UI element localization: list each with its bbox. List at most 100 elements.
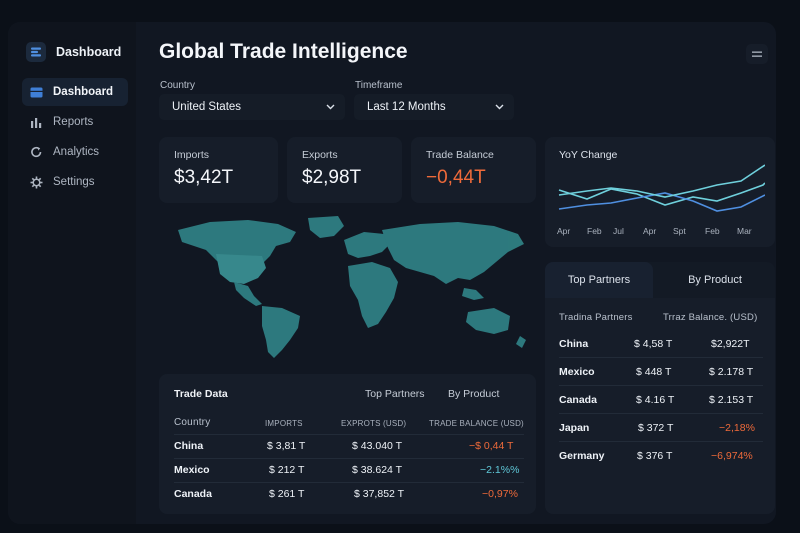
tab-by-product[interactable]: By Product xyxy=(688,274,742,286)
imports-label: Imports xyxy=(174,149,210,161)
table-divider xyxy=(559,441,763,442)
cell-imports: $ 261 T xyxy=(269,488,305,500)
refresh-icon xyxy=(31,146,42,158)
world-map[interactable] xyxy=(158,212,536,362)
sidebar-nav: Dashboard Reports Analytics Settings xyxy=(22,78,128,198)
exports-label: Exports xyxy=(302,149,338,161)
cell-imports: $ 212 T xyxy=(269,464,305,476)
exports-value: $2,98T xyxy=(302,167,362,188)
menu-button[interactable] xyxy=(746,44,768,64)
sidebar-item-analytics[interactable]: Analytics xyxy=(22,138,128,166)
country-select-value: United States xyxy=(172,101,242,113)
cell-balance: −2.1%% xyxy=(480,464,520,476)
yoy-series-line-blue xyxy=(558,192,765,212)
imports-value: $3,42T xyxy=(174,167,234,188)
sidebar: Dashboard Dashboard Reports Analytics Se… xyxy=(8,22,136,524)
exports-card: Exports $2,98T xyxy=(287,137,402,203)
gear-icon xyxy=(30,176,43,188)
sidebar-item-label: Reports xyxy=(53,116,94,128)
cell-country: Germany xyxy=(559,450,605,462)
cell-country: China xyxy=(559,338,589,350)
page-title: Global Trade Intelligence xyxy=(159,40,408,63)
map-australia[interactable] xyxy=(466,308,510,334)
table-divider xyxy=(174,434,524,435)
yoy-series-line-cyan xyxy=(558,182,765,206)
map-europe[interactable] xyxy=(344,232,390,258)
column-header-country: Country xyxy=(174,417,211,428)
country-label: Country xyxy=(160,80,196,91)
yoy-x-tick: Apr xyxy=(643,226,657,236)
sidebar-item-label: Analytics xyxy=(53,146,100,158)
cell-country: Japan xyxy=(559,422,590,434)
column-header-imports: IMPORTS xyxy=(265,419,303,428)
map-south-america[interactable] xyxy=(262,306,300,358)
brand[interactable]: Dashboard xyxy=(26,42,121,62)
cell-value: $ 372 T xyxy=(638,422,674,434)
cell-exports: $ 38.624 T xyxy=(352,464,403,476)
cell-balance: $ 2.178 T xyxy=(709,366,754,378)
tab-top-partners[interactable]: Top Partners xyxy=(365,388,425,400)
trade-balance-value: −0,44T xyxy=(426,167,486,188)
table-divider xyxy=(174,482,524,483)
column-header-balance: Trraz Balance. (USD) xyxy=(663,312,758,323)
tab-by-product[interactable]: By Product xyxy=(448,388,500,400)
trade-balance-card: Trade Balance −0,44T xyxy=(411,137,536,203)
hamburger-icon xyxy=(752,51,762,57)
cell-balance: $2,922T xyxy=(711,338,750,350)
cell-country: Canada xyxy=(174,488,212,500)
yoy-x-tick: Jul xyxy=(613,226,624,236)
sidebar-item-reports[interactable]: Reports xyxy=(22,108,128,136)
map-united-states[interactable] xyxy=(216,254,266,284)
chevron-down-icon xyxy=(495,104,504,110)
country-select[interactable]: United States xyxy=(159,94,345,120)
table-divider xyxy=(174,458,524,459)
cell-balance: −0,97% xyxy=(482,488,518,500)
layout-icon xyxy=(30,87,43,97)
cell-exports: $ 37,852 T xyxy=(354,488,405,500)
map-north-america[interactable] xyxy=(178,220,296,274)
cell-balance: −6,974% xyxy=(711,450,753,462)
cell-imports: $ 3,81 T xyxy=(267,440,306,452)
sidebar-item-label: Dashboard xyxy=(53,86,114,98)
table-divider xyxy=(559,385,763,386)
cell-country: China xyxy=(174,440,204,452)
table-divider xyxy=(559,357,763,358)
cell-country: Mexico xyxy=(559,366,595,378)
timeframe-label: Timeframe xyxy=(355,80,403,91)
cell-balance: −2,18% xyxy=(719,422,755,434)
yoy-chart-card: YoY Change Apr Feb Jul Apr Spt Feb Mar xyxy=(545,137,775,247)
cell-value: $ 4,58 T xyxy=(634,338,673,350)
cell-value: $ 448 T xyxy=(636,366,672,378)
cell-balance: $ 2.153 T xyxy=(709,394,754,406)
cell-country: Canada xyxy=(559,394,597,406)
chevron-down-icon xyxy=(326,104,335,110)
column-header-partners: Tradina Partners xyxy=(559,312,633,323)
imports-card: Imports $3,42T xyxy=(159,137,278,203)
column-header-trade-balance: TRADE BALANCE (USD) xyxy=(429,419,524,428)
cell-value: $ 4.16 T xyxy=(636,394,675,406)
yoy-x-tick: Mar xyxy=(737,226,752,236)
sidebar-item-settings[interactable]: Settings xyxy=(22,168,128,196)
cell-country: Mexico xyxy=(174,464,210,476)
partners-table: Tradina Partners Trraz Balance. (USD) Ch… xyxy=(545,298,775,514)
bar-chart-icon xyxy=(31,117,42,128)
sidebar-item-dashboard[interactable]: Dashboard xyxy=(22,78,128,106)
trade-data-card: Trade Data Top Partners By Product Count… xyxy=(159,374,536,514)
column-header-exports: EXPROTS (USD) xyxy=(341,419,407,428)
yoy-x-tick: Feb xyxy=(587,226,602,236)
table-divider xyxy=(559,413,763,414)
yoy-x-tick: Spt xyxy=(673,226,686,236)
cell-value: $ 376 T xyxy=(637,450,673,462)
sidebar-item-label: Settings xyxy=(53,176,95,188)
brand-label: Dashboard xyxy=(56,45,122,59)
map-asia[interactable] xyxy=(382,222,524,284)
yoy-chart xyxy=(558,164,765,212)
timeframe-select[interactable]: Last 12 Months xyxy=(354,94,514,120)
map-africa[interactable] xyxy=(348,262,398,328)
trade-data-title: Trade Data xyxy=(174,388,228,400)
timeframe-select-value: Last 12 Months xyxy=(367,101,446,113)
tab-top-partners[interactable]: Top Partners xyxy=(545,262,653,298)
yoy-x-tick: Apr xyxy=(557,226,571,236)
yoy-chart-title: YoY Change xyxy=(559,149,618,161)
cell-exports: $ 43.040 T xyxy=(352,440,403,452)
